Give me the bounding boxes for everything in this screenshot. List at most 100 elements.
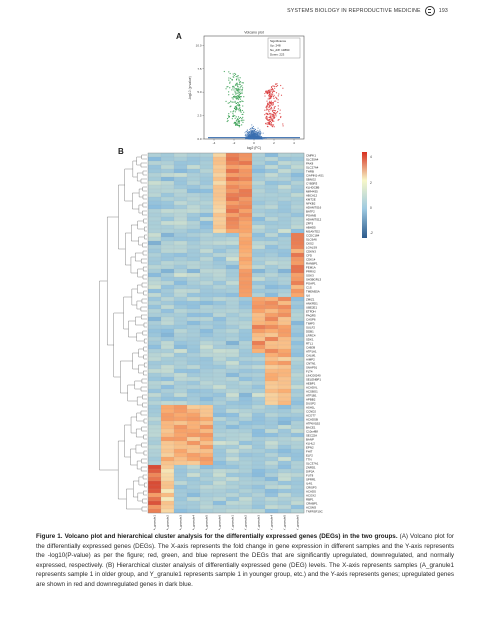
heatmap-cell [277, 384, 292, 390]
gene-label: KLHDC8B [306, 185, 319, 189]
heatmap-cell [277, 200, 292, 206]
heatmap-cell [186, 436, 201, 442]
heatmap-cell [277, 492, 292, 498]
running-head: SYSTEMS BIOLOGY IN REPRODUCTIVE MEDICINE… [287, 6, 448, 16]
heatmap-cell [238, 336, 253, 342]
heatmap-cell [238, 220, 253, 226]
gene-label: CCDC184 [306, 233, 320, 237]
heatmap-cell [186, 232, 201, 238]
heatmap-cell [199, 484, 214, 490]
heatmap-cell [160, 420, 175, 426]
heatmap-cell [238, 436, 253, 442]
heatmap-cell [225, 472, 240, 478]
heatmap-cell [199, 200, 214, 206]
heatmap-cell [251, 368, 266, 374]
sample-label: A_granule3 [179, 515, 183, 530]
heatmap-cell [277, 472, 292, 478]
heatmap-cell [290, 364, 305, 370]
heatmap-cell [199, 452, 214, 458]
heatmap-cell [264, 352, 279, 358]
heatmap-cell [212, 496, 227, 502]
gene-label: THRB [306, 169, 314, 173]
running-title: SYSTEMS BIOLOGY IN REPRODUCTIVE MEDICINE [287, 8, 421, 14]
heatmap-cell [225, 232, 240, 238]
heatmap-cell [173, 300, 188, 306]
heatmap-cell [251, 408, 266, 414]
heatmap-cell [264, 404, 279, 410]
heatmap-cell [277, 380, 292, 386]
heatmap-cell [251, 180, 266, 186]
heatmap-cell [173, 416, 188, 422]
heatmap-cell [238, 312, 253, 318]
heatmap-cell [238, 388, 253, 394]
heatmap-cell [199, 284, 214, 290]
heatmap-cell [186, 208, 201, 214]
heatmap-cell [238, 192, 253, 198]
heatmap-cell [290, 316, 305, 322]
heatmap-cell [225, 448, 240, 454]
heatmap-cell [238, 492, 253, 498]
gene-label: SH3BGRL3 [306, 277, 321, 281]
heatmap-cell [225, 400, 240, 406]
heatmap-cell [290, 176, 305, 182]
heatmap-cell [212, 376, 227, 382]
heatmap-cell [225, 188, 240, 194]
heatmap-cell [147, 212, 162, 218]
heatmap-cell [290, 196, 305, 202]
gene-label: ACOT7 [306, 413, 316, 417]
gene-label: SBNO2 [306, 177, 316, 181]
heatmap-cell [290, 300, 305, 306]
heatmap-cell [225, 184, 240, 190]
heatmap-cell [212, 212, 227, 218]
heatmap-cell [173, 376, 188, 382]
heatmap-cell [225, 488, 240, 494]
heatmap-cell [199, 420, 214, 426]
heatmap-cell [238, 444, 253, 450]
heatmap-cell [225, 424, 240, 430]
heatmap-cell [238, 500, 253, 506]
heatmap-cell [238, 404, 253, 410]
heatmap-cell [212, 460, 227, 466]
heatmap-cell [264, 304, 279, 310]
heatmap-cell [160, 224, 175, 230]
heatmap-cell [199, 336, 214, 342]
heatmap-cell [251, 440, 266, 446]
heatmap-cell [212, 424, 227, 430]
heatmap-cell [173, 356, 188, 362]
heatmap-cell [186, 308, 201, 314]
figure-graphic: Volcano plot -4 -2 0 2 4 0.0 2.5 5.0 7.5 10.0 lo… [99, 31, 373, 530]
heatmap-cell [264, 332, 279, 338]
heatmap-cell [199, 248, 214, 254]
gene-label: CAB39 [306, 345, 316, 349]
heatmap-cell [290, 500, 305, 506]
heatmap-cell [212, 432, 227, 438]
heatmap-cell [290, 504, 305, 510]
heatmap-cell [173, 172, 188, 178]
legend-down: Down: 223 [270, 53, 285, 57]
heatmap-cell [147, 364, 162, 370]
heatmap-cell [277, 428, 292, 434]
heatmap-cell [173, 400, 188, 406]
heatmap-cell [290, 320, 305, 326]
heatmap-cell [277, 356, 292, 362]
heatmap-cell [173, 264, 188, 270]
heatmap-cell [186, 332, 201, 338]
heatmap-cell [147, 392, 162, 398]
heatmap-cell [277, 304, 292, 310]
heatmap-cell [277, 508, 292, 514]
heatmap-cell [147, 464, 162, 470]
gene-label: ZFP3 [306, 221, 313, 225]
heatmap-cell [160, 188, 175, 194]
heatmap-cell [238, 476, 253, 482]
heatmap-cell [147, 324, 162, 330]
heatmap-cell [225, 256, 240, 262]
heatmap-cell [225, 296, 240, 302]
heatmap-cell [290, 272, 305, 278]
heatmap-cell [147, 224, 162, 230]
heatmap-cell [199, 352, 214, 358]
heatmap-cell [264, 300, 279, 306]
heatmap-cell [199, 220, 214, 226]
heatmap-cell [160, 464, 175, 470]
heatmap-cell [264, 476, 279, 482]
heatmap-cell [147, 256, 162, 262]
